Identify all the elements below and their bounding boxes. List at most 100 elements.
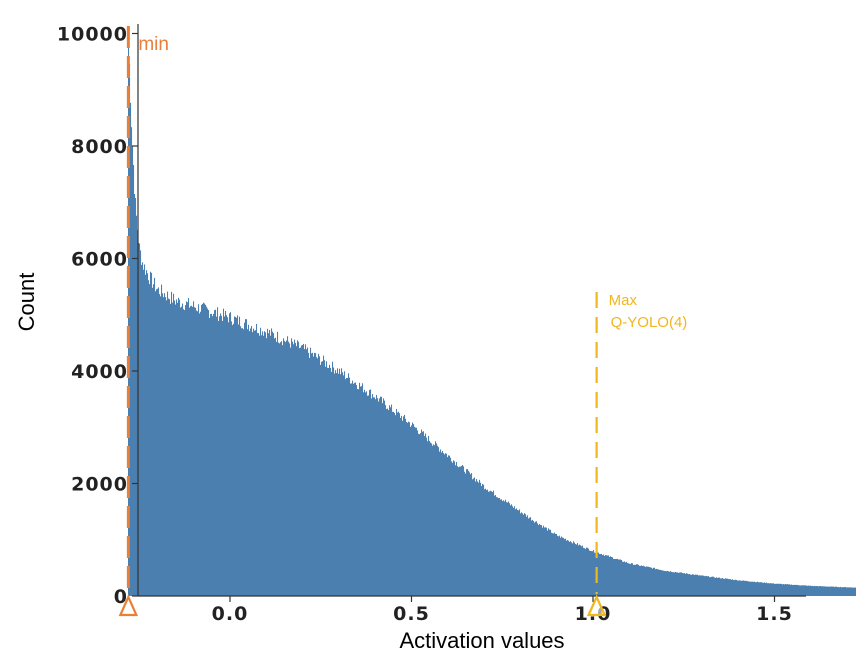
histogram-bar: [803, 585, 805, 596]
histogram-bar: [340, 374, 342, 596]
histogram-bar: [451, 461, 453, 596]
histogram-bar: [794, 584, 796, 596]
histogram-bar: [143, 269, 145, 596]
x-tick-label: 0.0: [212, 603, 249, 625]
histogram-bar: [262, 331, 264, 596]
histogram-bar: [523, 514, 525, 596]
histogram-bar: [245, 319, 247, 596]
histogram-bar: [411, 425, 413, 596]
histogram-bar: [188, 298, 190, 596]
histogram-bar: [342, 372, 344, 596]
histogram-bar: [305, 344, 307, 596]
histogram-bar: [140, 250, 142, 597]
histogram-bar: [670, 571, 672, 596]
histogram-bar: [732, 579, 734, 596]
histogram-bar: [499, 497, 501, 596]
histogram-bar: [754, 581, 756, 596]
histogram-bar: [173, 293, 175, 596]
histogram-bar: [248, 324, 250, 596]
histogram-bar: [339, 368, 341, 596]
histogram-bar: [147, 273, 149, 596]
histogram-bar: [395, 415, 397, 596]
histogram-bar: [779, 583, 781, 596]
histogram-bar: [609, 557, 611, 596]
histogram-bar: [320, 364, 322, 596]
histogram-bar: [657, 569, 659, 596]
histogram-bar: [260, 327, 262, 596]
histogram-bar: [531, 520, 533, 596]
histogram-bar: [601, 553, 603, 596]
histogram-bar: [614, 559, 616, 596]
histogram-bar: [148, 280, 150, 596]
histogram-bar: [632, 563, 634, 596]
histogram-bar: [580, 545, 582, 596]
histogram-bar: [728, 579, 730, 596]
histogram-bar: [742, 580, 744, 596]
histogram-bar: [335, 370, 337, 596]
histogram-bar: [152, 287, 154, 596]
histogram-bar: [561, 536, 563, 596]
histogram-bar: [323, 355, 325, 596]
histogram-bar: [146, 270, 148, 596]
histogram-bar: [222, 321, 224, 596]
histogram-bar: [268, 333, 270, 596]
histogram-bar: [459, 466, 461, 596]
histogram-bar: [364, 389, 366, 596]
histogram-bar: [834, 587, 836, 596]
histogram-bar: [610, 556, 612, 596]
histogram-bar: [528, 518, 530, 596]
histogram-bar: [467, 469, 469, 596]
histogram-bar: [616, 559, 618, 596]
histogram-bar: [607, 555, 609, 596]
histogram-bar: [433, 444, 435, 596]
histogram-bar: [815, 586, 817, 596]
histogram-bar: [746, 580, 748, 596]
histogram-bar: [590, 551, 592, 596]
histogram-bar: [748, 581, 750, 596]
histogram-bar: [349, 377, 351, 596]
histogram-bar: [328, 368, 330, 596]
histogram-bar: [825, 586, 827, 596]
histogram-bar: [269, 329, 271, 596]
x-axis-ticks: 0.00.51.01.52.02.53.0: [212, 596, 792, 625]
histogram-bar: [350, 383, 352, 596]
histogram-bar: [193, 301, 195, 596]
histogram-bar: [259, 335, 261, 596]
histogram-bar: [363, 392, 365, 596]
histogram-bar: [849, 587, 851, 596]
histogram-bar: [257, 333, 259, 596]
histogram-bar: [685, 573, 687, 596]
histogram-bar: [478, 482, 480, 596]
histogram-bar: [439, 451, 441, 596]
histogram-bar: [512, 506, 514, 596]
histogram-bar: [179, 299, 181, 596]
histogram-bar: [571, 542, 573, 596]
histogram-bar: [326, 361, 328, 596]
histogram-bar: [223, 308, 225, 596]
histogram-bar: [751, 581, 753, 596]
histogram-bar: [446, 453, 448, 596]
histogram-bar: [408, 421, 410, 596]
axes: [137, 24, 806, 597]
histogram-bar: [416, 427, 418, 596]
histogram-bar: [552, 533, 554, 596]
histogram-bar: [701, 575, 703, 596]
histogram-bar: [488, 491, 490, 596]
histogram-bar: [671, 571, 673, 596]
histogram-bar: [417, 430, 419, 596]
histogram-bar: [651, 567, 653, 596]
histogram-bar: [695, 574, 697, 596]
histogram-bar: [768, 583, 770, 596]
histogram-bar: [309, 357, 311, 596]
histogram-bar: [846, 587, 848, 596]
histogram-bar: [660, 569, 662, 596]
histogram-bar: [167, 291, 169, 596]
histogram-bar: [699, 575, 701, 596]
histogram-bar: [267, 328, 269, 596]
histogram-bar: [496, 497, 498, 596]
histogram-bar: [270, 335, 272, 596]
histogram-bar: [449, 455, 451, 596]
histogram-bar: [550, 529, 552, 596]
histogram-bar: [201, 304, 203, 596]
histogram-bar: [830, 586, 832, 596]
